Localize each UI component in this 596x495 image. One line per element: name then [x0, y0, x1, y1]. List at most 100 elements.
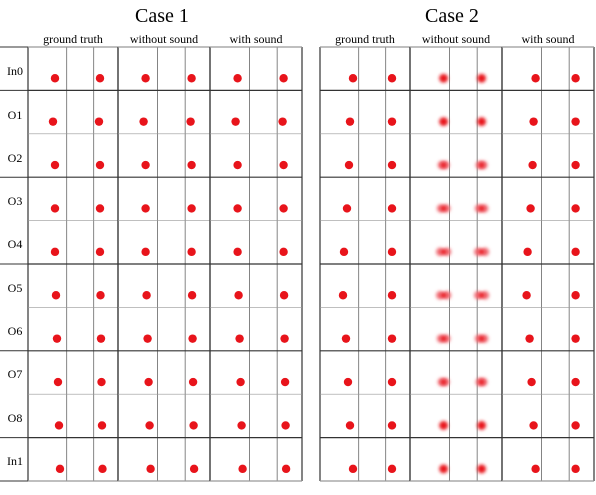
- dot-left: [50, 160, 60, 170]
- dot-right: [188, 334, 197, 343]
- dot-left: [145, 421, 154, 430]
- dot-right: [571, 464, 580, 474]
- dot-left: [141, 247, 150, 257]
- dot-left: [439, 73, 448, 83]
- dot-right: [279, 160, 288, 170]
- blurred-dot-core: [479, 249, 485, 255]
- dot-right: [189, 421, 198, 430]
- blurred-dot-core: [441, 205, 447, 212]
- row-label-o2: O2: [7, 151, 23, 165]
- dot-right: [387, 247, 397, 257]
- dot-right: [97, 421, 107, 430]
- case-2-col-ground-truth: ground truth: [335, 32, 395, 46]
- dot-right: [187, 247, 196, 257]
- dot-left: [233, 247, 242, 257]
- row-label-o1: O1: [7, 108, 23, 122]
- dot-right: [280, 377, 290, 387]
- row-label-o8: O8: [7, 411, 23, 425]
- dot-right: [571, 334, 580, 343]
- dot-right: [187, 160, 196, 170]
- dot-left: [528, 160, 537, 170]
- dot-left: [525, 334, 534, 343]
- row-label-o3: O3: [7, 194, 23, 208]
- dot-right: [188, 377, 198, 387]
- dot-right: [95, 204, 105, 213]
- dot-right: [278, 117, 287, 126]
- dot-right: [571, 117, 580, 126]
- dot-left: [237, 421, 246, 430]
- dot-left: [344, 160, 354, 170]
- dot-left: [522, 291, 531, 300]
- case-1-title: Case 1: [135, 5, 189, 27]
- dot-right: [280, 334, 289, 343]
- dot-right: [94, 117, 104, 126]
- dot-right: [387, 117, 397, 126]
- dot-right: [387, 377, 397, 387]
- case-2-title: Case 2: [425, 5, 479, 27]
- row-label-in1: In1: [7, 454, 23, 468]
- case-2-col-with-sound: with sound: [521, 32, 575, 46]
- dot-right: [95, 160, 105, 170]
- dot-right: [387, 464, 397, 474]
- dot-right: [571, 160, 580, 170]
- blurred-dot-core: [479, 292, 485, 298]
- dot-left: [531, 74, 540, 83]
- dot-left: [526, 204, 535, 213]
- dot-left: [51, 291, 61, 300]
- row-label-o6: O6: [7, 324, 23, 338]
- blurred-dot-core: [479, 205, 485, 212]
- dot-left: [531, 464, 540, 474]
- dot-left: [529, 421, 538, 430]
- dot-left: [50, 74, 60, 83]
- dots: [48, 73, 580, 474]
- dot-left: [341, 334, 351, 343]
- dot-right: [97, 377, 106, 387]
- dot-left: [53, 377, 63, 387]
- dot-right: [477, 464, 486, 474]
- dot-left: [141, 160, 150, 170]
- dot-right: [279, 204, 288, 213]
- dot-right: [387, 421, 397, 430]
- dot-left: [144, 377, 153, 387]
- dot-left: [50, 247, 60, 257]
- dot-left: [439, 421, 448, 430]
- dot-left: [48, 117, 58, 126]
- row-label-in0: In0: [7, 64, 23, 78]
- dot-left: [348, 74, 358, 83]
- blurred-dot-core: [441, 336, 447, 342]
- dot-right: [477, 117, 486, 127]
- dot-left: [234, 291, 243, 300]
- dot-left: [235, 334, 244, 343]
- dot-left: [50, 204, 60, 213]
- dot-left: [142, 291, 151, 300]
- case-2-col-without-sound: without sound: [421, 32, 491, 46]
- row-label-o5: O5: [7, 281, 23, 295]
- dot-right: [96, 334, 106, 343]
- dot-right: [189, 464, 199, 474]
- dot-left: [439, 464, 448, 474]
- blurred-dot-core: [479, 336, 485, 342]
- dot-left: [345, 421, 355, 430]
- dot-right: [281, 464, 291, 474]
- dot-right: [571, 377, 580, 387]
- blurred-dot-core: [479, 162, 485, 168]
- dot-right: [387, 334, 397, 343]
- dot-right: [279, 247, 288, 257]
- blurred-dot-core: [441, 249, 447, 255]
- blurred-dot-core: [479, 379, 485, 385]
- dot-right: [187, 74, 196, 83]
- dot-left: [52, 334, 62, 343]
- dot-right: [186, 117, 195, 126]
- dot-left: [523, 247, 532, 257]
- dot-left: [345, 117, 355, 126]
- row-label-o7: O7: [7, 367, 23, 381]
- dot-left: [143, 334, 152, 343]
- dot-right: [387, 160, 397, 170]
- dot-right: [387, 74, 397, 83]
- dot-right: [281, 421, 290, 430]
- dot-left: [339, 247, 349, 257]
- case-1-col-ground-truth: ground truth: [43, 32, 103, 46]
- dot-left: [54, 421, 64, 430]
- case-1-col-with-sound: with sound: [229, 32, 283, 46]
